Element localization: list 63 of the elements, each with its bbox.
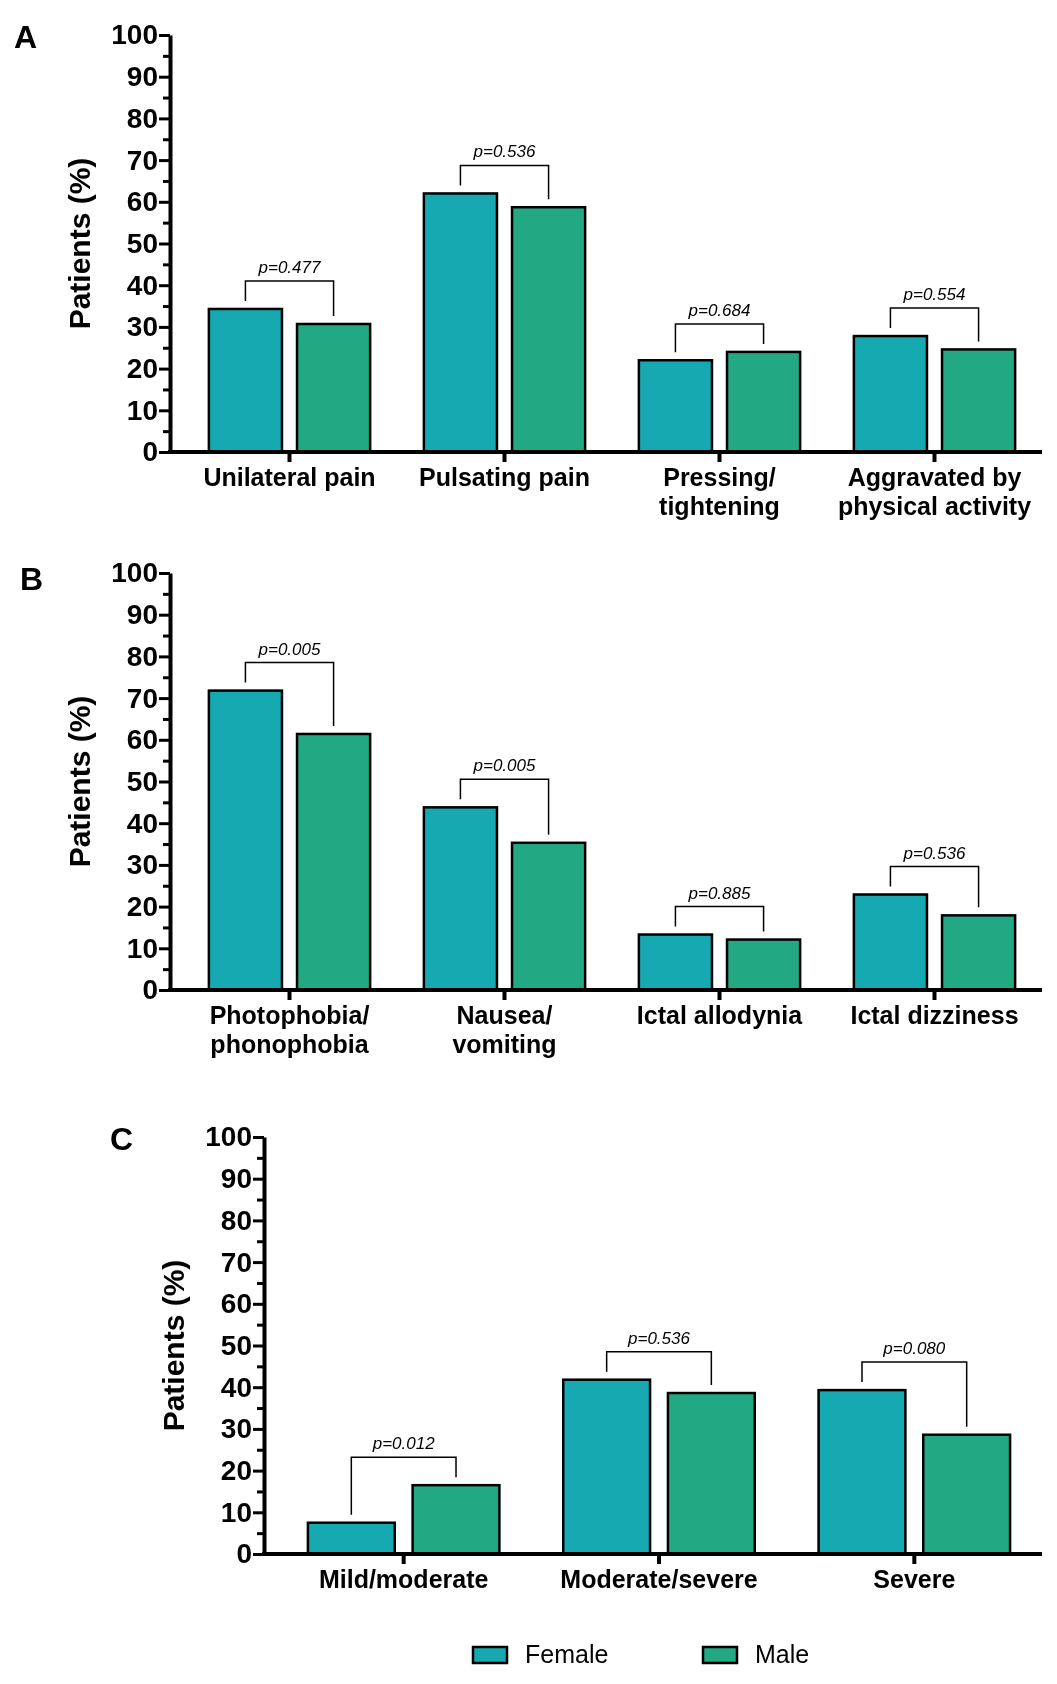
x-tick-label: Severe bbox=[873, 1565, 956, 1593]
y-tick-label: 70 bbox=[126, 144, 158, 176]
y-tick-label: 40 bbox=[220, 1371, 252, 1403]
y-axis-title: Patients (%) bbox=[63, 157, 96, 330]
y-tick-label: 40 bbox=[126, 807, 158, 839]
y-tick-label: 40 bbox=[126, 269, 158, 301]
annotation: p=0.012 bbox=[371, 1434, 436, 1454]
chart-title: C bbox=[110, 1121, 134, 1157]
y-tick-label: 0 bbox=[236, 1538, 252, 1570]
x-tick-label: Ictal dizziness bbox=[850, 1001, 1019, 1029]
y-tick-label: 30 bbox=[126, 849, 158, 881]
y-tick-label: 80 bbox=[126, 102, 158, 134]
y-tick-label: 90 bbox=[126, 61, 158, 93]
x-tick-label: Photophobia/phonophobia bbox=[209, 1001, 370, 1058]
legend-label: Male bbox=[755, 1640, 810, 1668]
y-tick-label: 0 bbox=[142, 974, 158, 1006]
x-tick-label: Nausea/vomiting bbox=[452, 1001, 557, 1058]
chart-title: B bbox=[20, 561, 44, 597]
annotation: p=0.554 bbox=[902, 285, 966, 305]
x-tick-label: Aggravated by physical activity bbox=[837, 463, 1032, 520]
y-tick-label: 50 bbox=[220, 1329, 252, 1361]
y-tick-label: 30 bbox=[126, 311, 158, 343]
y-tick-label: 30 bbox=[220, 1413, 252, 1445]
x-tick-label: Pressing/tightening bbox=[659, 463, 780, 520]
annotation: p=0.477 bbox=[257, 257, 321, 277]
y-tick-label: 10 bbox=[126, 394, 158, 426]
y-tick-label: 50 bbox=[126, 765, 158, 797]
x-tick-label: Ictal allodynia bbox=[636, 1001, 804, 1029]
annotation: p=0.885 bbox=[687, 883, 751, 903]
chart-title: A bbox=[14, 19, 38, 55]
annotation: p=0.005 bbox=[472, 756, 536, 776]
y-tick-label: 90 bbox=[220, 1163, 252, 1195]
y-tick-label: 10 bbox=[220, 1496, 252, 1528]
annotation: p=0.536 bbox=[627, 1328, 691, 1348]
y-tick-label: 100 bbox=[111, 19, 158, 51]
y-tick-label: 100 bbox=[111, 557, 158, 589]
annotation: p=0.536 bbox=[472, 142, 536, 162]
y-tick-label: 20 bbox=[220, 1455, 252, 1487]
annotation: p=0.536 bbox=[902, 843, 966, 863]
x-tick-label: Moderate/severe bbox=[560, 1565, 758, 1593]
y-tick-label: 90 bbox=[126, 599, 158, 631]
annotation: p=0.005 bbox=[257, 639, 321, 659]
y-tick-label: 60 bbox=[126, 186, 158, 218]
y-tick-label: 100 bbox=[205, 1121, 252, 1153]
y-tick-label: 70 bbox=[220, 1246, 252, 1278]
x-tick-label: Pulsating pain bbox=[419, 463, 590, 491]
x-tick-label: Unilateral pain bbox=[203, 463, 376, 491]
legend-label: Female bbox=[525, 1640, 609, 1668]
y-tick-label: 50 bbox=[126, 227, 158, 259]
y-tick-label: 20 bbox=[126, 353, 158, 385]
annotation: p=0.080 bbox=[882, 1339, 946, 1359]
y-tick-label: 20 bbox=[126, 891, 158, 923]
y-tick-label: 0 bbox=[142, 436, 158, 468]
y-tick-label: 10 bbox=[126, 932, 158, 964]
y-axis-title: Patients (%) bbox=[157, 1259, 190, 1432]
y-axis-title: Patients (%) bbox=[63, 695, 96, 868]
annotation: p=0.684 bbox=[687, 300, 751, 320]
y-tick-label: 80 bbox=[220, 1204, 252, 1236]
y-tick-label: 70 bbox=[126, 682, 158, 714]
y-tick-label: 60 bbox=[220, 1288, 252, 1320]
y-tick-label: 80 bbox=[126, 640, 158, 672]
y-tick-label: 60 bbox=[126, 724, 158, 756]
x-tick-label: Mild/moderate bbox=[318, 1565, 489, 1593]
